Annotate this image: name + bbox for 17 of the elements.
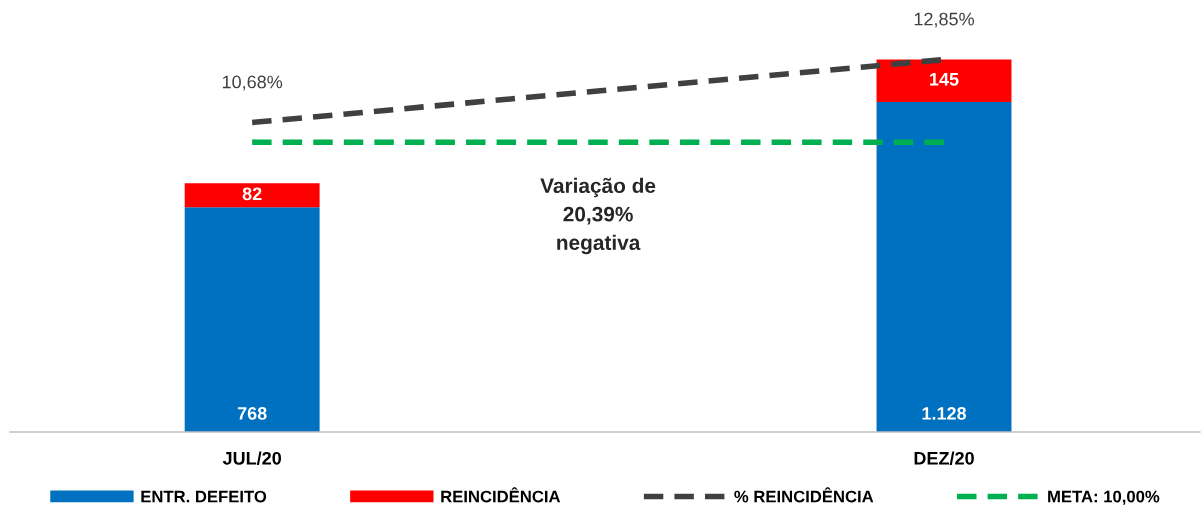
legend-label: META: 10,00% bbox=[1048, 490, 1160, 505]
legend-label: REINCIDÊNCIA bbox=[441, 487, 561, 503]
bar bbox=[184, 207, 320, 432]
legend-label: % REINCIDÊNCIA bbox=[734, 487, 874, 503]
bar bbox=[184, 183, 320, 208]
data-label: 10,68% bbox=[222, 75, 283, 91]
data-label: 145 bbox=[930, 73, 959, 86]
legend-label: ENTR. DEFEITO bbox=[141, 490, 267, 503]
data-label: 12,85% bbox=[914, 12, 974, 28]
x-tick-label: JUL/20 bbox=[222, 451, 282, 465]
x-tick-label: DEZ/20 bbox=[914, 451, 974, 465]
data-label: 82 bbox=[242, 187, 262, 201]
data-label: 1.128 bbox=[922, 407, 967, 420]
annotation: Variação de 20,39% negativa bbox=[540, 177, 656, 255]
bar bbox=[876, 59, 1012, 103]
data-label: 768 bbox=[237, 407, 267, 420]
bar bbox=[876, 102, 1012, 432]
